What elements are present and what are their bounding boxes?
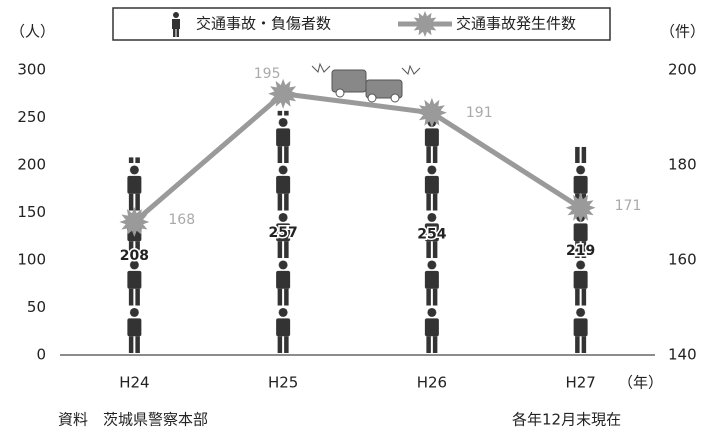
line-marker (119, 207, 150, 237)
y-tick-label: 50 (27, 298, 46, 316)
y2-axis-label: （件） (660, 23, 705, 41)
y-tick-label: 300 (17, 61, 46, 79)
bar-value-label: 257 (269, 225, 298, 241)
pictograph-bar (269, 110, 298, 355)
bar-value-label: 219 (566, 243, 595, 259)
x-tick-label: H27 (565, 374, 595, 392)
legend-label: 交通事故発生件数 (456, 15, 576, 33)
legend-box (112, 7, 611, 41)
x-tick-label: H26 (417, 374, 447, 392)
footer-source: 資料 茨城県警察本部 (58, 411, 208, 429)
y-tick-label: 150 (17, 203, 46, 221)
line-value-label: 171 (615, 198, 642, 214)
line-value-label: 195 (254, 66, 281, 82)
pictograph-bar (120, 157, 149, 355)
legend-icon-person (172, 12, 180, 37)
line-marker (565, 192, 596, 223)
y2-tick-label: 160 (668, 251, 697, 269)
line-marker (416, 97, 447, 128)
y2-tick-label: 200 (668, 61, 697, 79)
y-tick-label: 200 (17, 156, 46, 174)
bar-value-label: 254 (417, 226, 446, 242)
legend-marker (412, 11, 438, 37)
y-tick-label: 100 (17, 251, 46, 269)
y-axis-label: （人） (10, 23, 55, 41)
line-marker (268, 78, 299, 109)
footer-note: 各年12月末現在 (512, 411, 621, 429)
bar-value-label: 208 (120, 248, 149, 264)
pictograph-bar (566, 146, 595, 355)
truck-illustration (311, 62, 421, 103)
y2-tick-label: 180 (668, 156, 697, 174)
y-tick-label: 250 (17, 108, 46, 126)
line-value-label: 191 (466, 105, 493, 121)
y-tick-label: 0 (36, 346, 46, 364)
series-line (132, 91, 582, 224)
line-value-label: 168 (168, 212, 195, 228)
x-axis-label: （年） (618, 374, 663, 392)
y2-tick-label: 140 (668, 346, 697, 364)
legend-label: 交通事故・負傷者数 (196, 15, 331, 33)
pictograph-bar (417, 113, 446, 355)
x-tick-label: H25 (268, 374, 298, 392)
x-tick-label: H24 (119, 374, 149, 392)
